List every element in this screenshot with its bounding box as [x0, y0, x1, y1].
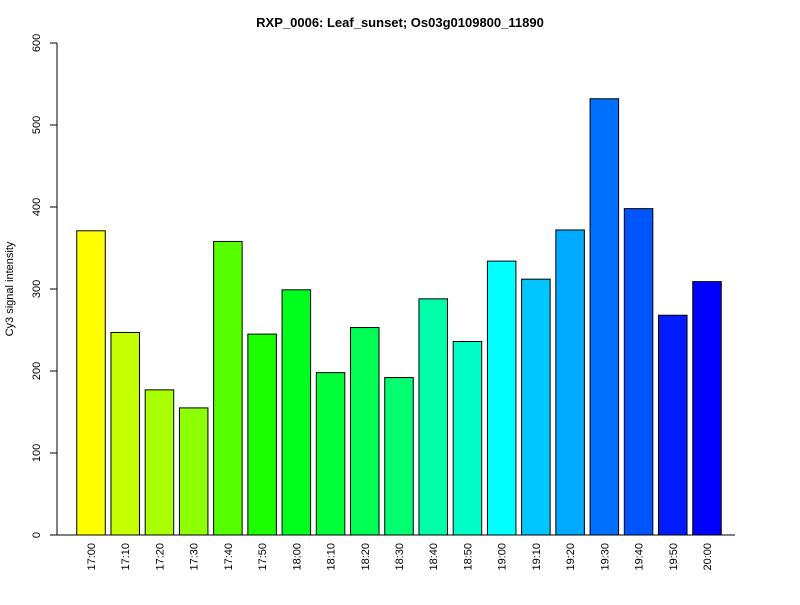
bar-1830 — [384, 377, 414, 536]
bar-1700 — [76, 230, 106, 536]
chart-title: RXP_0006: Leaf_sunset; Os03g0109800_1189… — [256, 15, 544, 30]
x-tick-label: 19:30 — [599, 543, 611, 571]
y-axis-label: Cy3 signal intensity — [4, 241, 16, 336]
x-tick-label: 18:10 — [326, 543, 338, 571]
bars-group — [76, 98, 722, 536]
bar-1950 — [658, 314, 688, 536]
x-tick-label: 19:40 — [634, 543, 646, 571]
x-tick-label: 17:20 — [154, 543, 166, 571]
bar-1730 — [178, 407, 209, 536]
bar-1750 — [247, 333, 277, 536]
bar-1930 — [589, 98, 620, 536]
bar-2000 — [692, 281, 722, 536]
y-tick-label: 0 — [31, 532, 43, 538]
x-tick-label: 18:20 — [360, 543, 372, 571]
x-tick-label: 18:30 — [394, 543, 406, 571]
x-tick-label: 17:40 — [223, 543, 235, 571]
y-tick-label: 300 — [31, 280, 43, 298]
x-tick-label: 17:50 — [257, 543, 269, 571]
x-tick-label: 17:30 — [189, 543, 201, 571]
bar-1800 — [281, 289, 312, 536]
bar-1900 — [486, 260, 517, 536]
x-tick-label: 20:00 — [702, 543, 714, 571]
x-tick-label: 18:40 — [428, 543, 440, 571]
x-tick-label: 19:50 — [668, 543, 680, 571]
y-tick-label: 600 — [31, 34, 43, 52]
bar-1710 — [110, 331, 140, 536]
y-axis: 0 100 200 300 400 500 600 — [31, 34, 58, 538]
x-tick-label: 18:00 — [291, 543, 303, 571]
bar-1840 — [418, 298, 448, 536]
bar-1850 — [452, 340, 483, 536]
x-tick-label: 19:20 — [565, 543, 577, 571]
x-tick-label: 19:10 — [531, 543, 543, 571]
bar-1820 — [350, 327, 380, 536]
bar-1910 — [521, 278, 551, 536]
y-tick-label: 200 — [31, 362, 43, 380]
y-tick-label: 400 — [31, 198, 43, 216]
x-tick-label: 17:10 — [120, 543, 132, 571]
bar-1920 — [555, 229, 585, 536]
x-axis: 17:00 17:10 17:20 17:30 17:40 17:50 18:00 18:10… — [57, 534, 735, 571]
x-tick-label: 18:50 — [462, 543, 474, 571]
bar-1810 — [315, 372, 346, 536]
bar-1740 — [213, 240, 243, 536]
y-tick-label: 100 — [31, 444, 43, 462]
x-tick-label: 19:00 — [497, 543, 509, 571]
x-tick-label: 17:00 — [86, 543, 98, 571]
bar-1720 — [144, 389, 175, 536]
bar-1940 — [623, 208, 654, 536]
y-tick-label: 500 — [31, 116, 43, 134]
